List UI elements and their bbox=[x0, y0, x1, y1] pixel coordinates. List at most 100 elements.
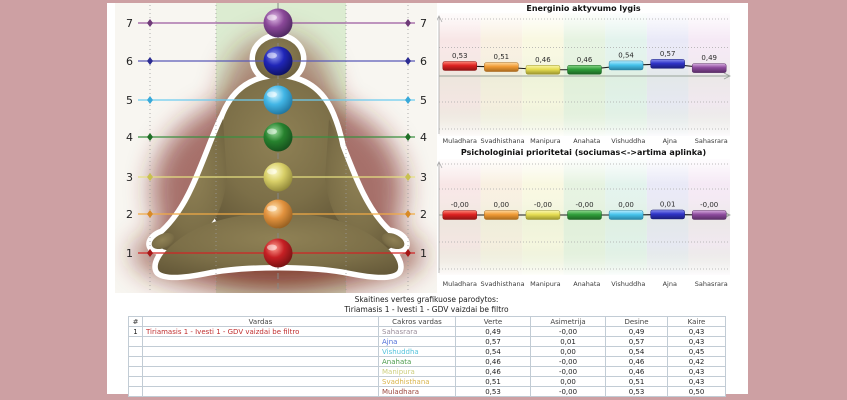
table-row-anahata[interactable]: Anahata 0,46 -0,00 0,46 0,42 bbox=[128, 356, 726, 367]
level-marker-diamond bbox=[405, 133, 411, 141]
table-row-vishuddha[interactable]: Vishuddha 0,54 0,00 0,54 0,45 bbox=[128, 346, 726, 357]
cell-kaire: 0,50 bbox=[667, 386, 726, 397]
chakra-sphere-2 bbox=[263, 199, 293, 229]
priority-value-label: -0,00 bbox=[700, 201, 718, 209]
chakra-sphere-3 bbox=[263, 162, 293, 192]
table-row-ajna[interactable]: Ajna 0,57 0,01 0,57 0,43 bbox=[128, 336, 726, 347]
level-marker-diamond bbox=[405, 96, 411, 104]
cell-desine: 0,46 bbox=[605, 366, 668, 377]
energy-chart-x-labels: Muladhara Svadhisthana Manipura Anahata Vish… bbox=[439, 137, 732, 145]
cell-desine: 0,46 bbox=[605, 356, 668, 367]
level-number-right: 1 bbox=[420, 247, 427, 260]
chakra-values-table: # Vardas Cakros vardas Verte Asimetrija Desin… bbox=[128, 316, 726, 397]
x-axis-label-anahata: Anahata bbox=[573, 137, 601, 145]
cell-chakra-name: Sahasrara bbox=[378, 326, 456, 337]
priority-value-label: 0,01 bbox=[660, 200, 676, 208]
level-marker-diamond bbox=[147, 210, 153, 218]
cell-chakra-name: Svadhisthana bbox=[378, 376, 456, 387]
cell-verte: 0,51 bbox=[455, 376, 531, 387]
x-axis-label-vishuddha: Vishuddha bbox=[611, 137, 646, 145]
cell-verte: 0,54 bbox=[455, 346, 531, 357]
priority-bar-vishuddha bbox=[608, 210, 644, 220]
energy-bar-sahasrara bbox=[691, 63, 727, 73]
energy-bar-vishuddha bbox=[608, 60, 644, 71]
energy-bar-anahata bbox=[567, 65, 602, 75]
priority-bar-sahasrara bbox=[691, 210, 727, 220]
level-marker-diamond bbox=[405, 57, 411, 65]
energy-value-label: 0,54 bbox=[618, 51, 634, 59]
cell-index bbox=[128, 336, 143, 347]
chakra-sphere-6 bbox=[263, 46, 293, 76]
cell-kaire: 0,43 bbox=[667, 326, 726, 337]
x-axis-label-vishuddha: Vishuddha bbox=[611, 280, 646, 288]
x-axis-label-svadhisthana: Svadhisthana bbox=[480, 280, 525, 288]
cell-chakra-name: Anahata bbox=[378, 356, 456, 367]
level-number-right: 6 bbox=[420, 55, 427, 68]
cell-vardas bbox=[142, 346, 379, 357]
cell-verte: 0,46 bbox=[455, 356, 531, 367]
cell-kaire: 0,45 bbox=[667, 346, 726, 357]
x-axis-label-manipura: Manipura bbox=[530, 280, 561, 288]
priority-bar-manipura bbox=[525, 210, 561, 220]
x-axis-label-muladhara: Muladhara bbox=[442, 280, 477, 288]
energy-value-label: 0,46 bbox=[577, 56, 593, 64]
cell-asimetrija: 0,00 bbox=[530, 376, 606, 387]
level-marker-diamond bbox=[147, 249, 153, 257]
energy-bar-ajna bbox=[650, 59, 685, 69]
energy-value-label: 0,57 bbox=[660, 50, 676, 58]
cell-vardas: Tiriamasis 1 - Ivesti 1 - GDV vaizdai be… bbox=[142, 326, 379, 337]
table-row-sahasrara[interactable]: 1 Tiriamasis 1 - Ivesti 1 - GDV vaizdai b… bbox=[128, 326, 726, 337]
cell-asimetrija: 0,01 bbox=[530, 336, 606, 347]
cell-desine: 0,49 bbox=[605, 326, 668, 337]
x-axis-label-anahata: Anahata bbox=[573, 280, 601, 288]
cell-chakra-name: Vishuddha bbox=[378, 346, 456, 357]
table-header-kaire: Kaire bbox=[667, 316, 726, 327]
cell-asimetrija: 0,00 bbox=[530, 346, 606, 357]
energy-value-label: 0,49 bbox=[701, 54, 717, 62]
energy-value-label: 0,46 bbox=[535, 56, 551, 64]
cell-desine: 0,54 bbox=[605, 346, 668, 357]
level-marker-diamond bbox=[147, 173, 153, 181]
level-number-left: 3 bbox=[126, 171, 133, 184]
energy-bar-manipura bbox=[525, 65, 561, 75]
cell-desine: 0,57 bbox=[605, 336, 668, 347]
table-header-cakros-vardas: Cakros vardas bbox=[378, 316, 456, 327]
chakra-figure-panel: 7 7 6 6 5 5 4 4 3 3 2 2 1 1 bbox=[115, 3, 437, 293]
chakra-sphere-1 bbox=[263, 238, 293, 268]
cell-desine: 0,51 bbox=[605, 376, 668, 387]
level-marker-diamond bbox=[405, 210, 411, 218]
table-header-verte: Verte bbox=[455, 316, 531, 327]
cell-verte: 0,53 bbox=[455, 386, 531, 397]
cell-verte: 0,49 bbox=[455, 326, 531, 337]
priority-value-label: -0,00 bbox=[534, 201, 552, 209]
cell-asimetrija: -0,00 bbox=[530, 326, 606, 337]
level-marker-diamond bbox=[405, 249, 411, 257]
level-marker-diamond bbox=[147, 19, 153, 27]
cell-index: 1 bbox=[128, 326, 143, 337]
level-marker-diamond bbox=[147, 133, 153, 141]
priority-bar-svadhisthana bbox=[484, 210, 519, 220]
chakra-sphere-4 bbox=[263, 122, 293, 152]
energy-value-label: 0,53 bbox=[452, 52, 468, 60]
energy-activity-chart: 0,53 0,51 0,46 0,46 0,54 0,57 0,49 bbox=[437, 13, 731, 136]
cell-index bbox=[128, 366, 143, 377]
table-row-muladhara[interactable]: Muladhara 0,53 -0,00 0,53 0,50 bbox=[128, 386, 726, 397]
x-axis-label-muladhara: Muladhara bbox=[442, 137, 477, 145]
cell-kaire: 0,42 bbox=[667, 356, 726, 367]
cell-chakra-name: Muladhara bbox=[378, 386, 456, 397]
level-marker-diamond bbox=[405, 19, 411, 27]
cell-asimetrija: -0,00 bbox=[530, 386, 606, 397]
priorities-chart-x-labels: Muladhara Svadhisthana Manipura Anahata Vish… bbox=[439, 280, 732, 288]
psych-priorities-chart: -0,00 0,00 -0,00 -0,00 0,00 0,01 -0,00 bbox=[437, 159, 731, 275]
x-axis-label-manipura: Manipura bbox=[530, 137, 561, 145]
summary-caption: Skaitines vertes grafikuose parodytos: T… bbox=[128, 295, 725, 315]
cell-asimetrija: -0,00 bbox=[530, 366, 606, 377]
priority-value-label: -0,00 bbox=[451, 201, 469, 209]
level-marker-diamond bbox=[147, 57, 153, 65]
chart-title-priorities: Psichologiniai prioritetai (sociumas<->a… bbox=[460, 148, 707, 157]
chart-title-energy: Energinio aktyvumo lygis bbox=[526, 4, 641, 13]
table-row-manipura[interactable]: Manipura 0,46 -0,00 0,46 0,43 bbox=[128, 366, 726, 377]
table-row-svadhisthana[interactable]: Svadhisthana 0,51 0,00 0,51 0,43 bbox=[128, 376, 726, 387]
priority-bar-ajna bbox=[650, 209, 685, 220]
summary-line-1: Skaitines vertes grafikuose parodytos: bbox=[354, 295, 499, 304]
